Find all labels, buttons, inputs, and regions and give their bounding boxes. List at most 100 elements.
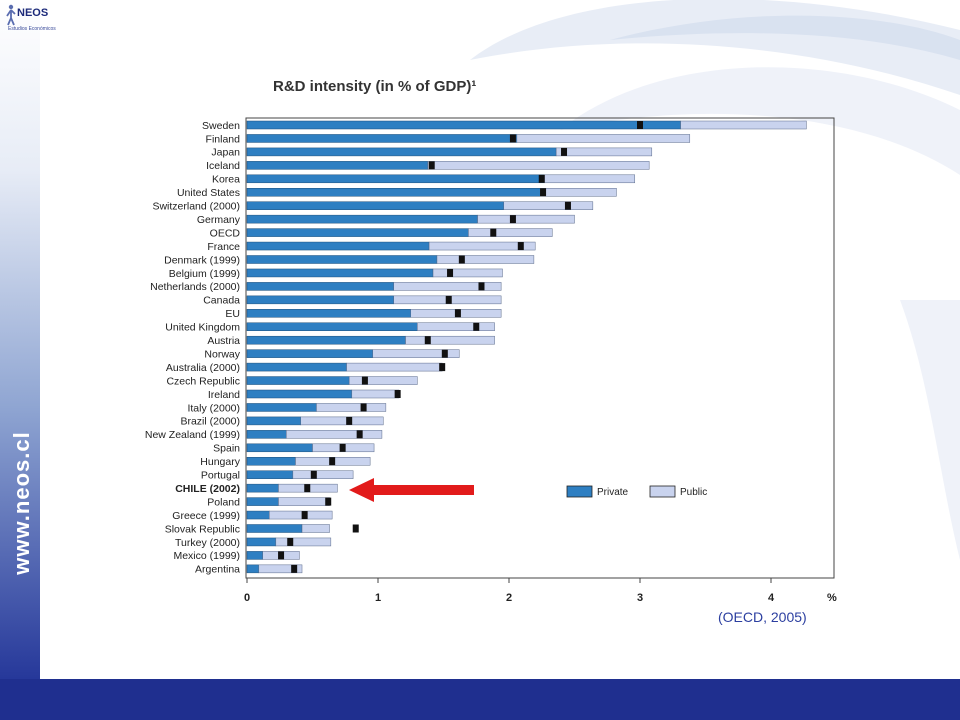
bar-private-germany [246, 214, 478, 224]
category-label-slovak-republic: Slovak Republic [165, 523, 240, 535]
bar-private-canada [246, 295, 394, 305]
marker-united-kingdom [473, 322, 480, 331]
marker-greece-1999 [301, 511, 308, 520]
category-label-iceland: Iceland [206, 160, 240, 172]
category-label-finland: Finland [206, 133, 241, 145]
marker-ireland [394, 390, 401, 398]
marker-austria [424, 336, 431, 345]
category-label-austria: Austria [207, 335, 240, 347]
bar-private-norway [246, 349, 374, 358]
logo-text: NEOS [17, 7, 49, 19]
bar-public-belgium-1999 [432, 268, 503, 278]
side-strip [0, 0, 40, 679]
bar-private-united-kingdom [246, 322, 418, 331]
bar-public-australia-2000 [346, 362, 443, 372]
marker-australia-2000 [439, 363, 446, 372]
bar-private-oecd [246, 228, 469, 237]
figure-icon [6, 4, 16, 26]
legend-swatch-private [566, 485, 593, 498]
bar-private-korea [246, 174, 545, 184]
x-axis: 0 1 2 3 4 [244, 578, 775, 604]
bar-private-finland [246, 134, 518, 143]
marker-japan [561, 147, 568, 156]
marker-poland [325, 497, 332, 506]
plot-frame [245, 117, 835, 579]
source-citation: (OECD, 2005) [718, 609, 807, 625]
bar-private-netherlands-2000 [246, 282, 394, 291]
marker-denmark-1999 [458, 255, 465, 264]
logo-subtitle: Estudios Económicos [8, 26, 56, 32]
category-label-norway: Norway [204, 348, 240, 360]
category-label-spain: Spain [213, 443, 240, 455]
category-label-greece-1999: Greece (1999) [172, 510, 240, 522]
marker-slovak-republic [352, 524, 359, 533]
legend: Private Public [566, 485, 707, 498]
bar-private-chile-2002 [246, 483, 279, 493]
category-label-belgium-1999: Belgium (1999) [169, 268, 240, 280]
category-label-united-states: United States [177, 187, 240, 199]
bar-private-austria [246, 335, 406, 345]
category-label-canada: Canada [203, 295, 240, 307]
bar-private-denmark-1999 [246, 255, 438, 264]
bar-public-portugal [292, 470, 354, 479]
category-label-italy-2000: Italy (2000) [187, 402, 240, 414]
bar-public-finland [516, 134, 691, 143]
marker-netherlands-2000 [478, 282, 485, 291]
bar-private-sweden [246, 120, 681, 130]
bar-private-portugal [246, 470, 294, 479]
marker-canada [445, 295, 452, 304]
bar-private-australia-2000 [246, 362, 347, 372]
bar-private-hungary [246, 457, 296, 466]
category-label-eu: EU [225, 308, 240, 320]
bar-public-turkey-2000 [275, 537, 332, 547]
marker-belgium-1999 [447, 268, 454, 277]
bar-public-united-kingdom [417, 322, 495, 331]
bar-private-poland [246, 497, 279, 506]
marker-norway [441, 349, 448, 358]
marker-turkey-2000 [287, 537, 294, 546]
bar-private-iceland [246, 161, 429, 170]
category-label-germany: Germany [197, 214, 241, 226]
marker-oecd [490, 228, 497, 237]
bar-public-korea [544, 174, 636, 184]
bar-public-sweden [680, 120, 807, 130]
marker-italy-2000 [360, 403, 367, 412]
marker-united-states [540, 188, 547, 197]
category-label-netherlands-2000: Netherlands (2000) [150, 281, 240, 293]
bar-private-eu [246, 309, 411, 318]
bar-private-brazil-2000 [246, 416, 301, 426]
category-label-poland: Poland [207, 496, 240, 508]
legend-label-public: Public [680, 487, 707, 498]
neos-logo: NEOS Estudios Económicos [4, 4, 56, 38]
highlight-arrow [349, 478, 474, 502]
bar-private-ireland [246, 389, 353, 399]
bar-private-spain [246, 443, 313, 453]
x-tick-label-3: 3 [637, 592, 643, 604]
marker-mexico-1999 [278, 551, 285, 560]
bar-public-greece-1999 [269, 510, 333, 520]
bar-public-new-zealand-1999 [286, 430, 383, 439]
category-label-denmark-1999: Denmark (1999) [164, 254, 240, 266]
marker-iceland [428, 161, 435, 170]
marker-germany [509, 215, 516, 224]
bar-private-argentina [246, 564, 260, 574]
category-label-brazil-2000: Brazil (2000) [180, 416, 240, 428]
bar-public-brazil-2000 [300, 416, 384, 426]
bar-private-italy-2000 [246, 403, 317, 412]
bar-public-germany [477, 214, 575, 224]
category-label-hungary: Hungary [200, 456, 240, 468]
category-label-ireland: Ireland [208, 389, 240, 401]
bar-public-italy-2000 [316, 403, 387, 412]
marker-hungary [329, 457, 336, 466]
bar-public-iceland [427, 161, 650, 170]
bar-public-argentina [258, 564, 303, 574]
bar-public-oecd [468, 228, 553, 237]
footer-bar [0, 679, 960, 720]
category-label-oecd: OECD [210, 227, 241, 239]
category-label-switzerland-2000: Switzerland (2000) [152, 201, 240, 213]
bar-private-france [246, 241, 430, 251]
x-tick-label-4: 4 [768, 592, 775, 604]
category-label-mexico-1999: Mexico (1999) [173, 550, 240, 562]
